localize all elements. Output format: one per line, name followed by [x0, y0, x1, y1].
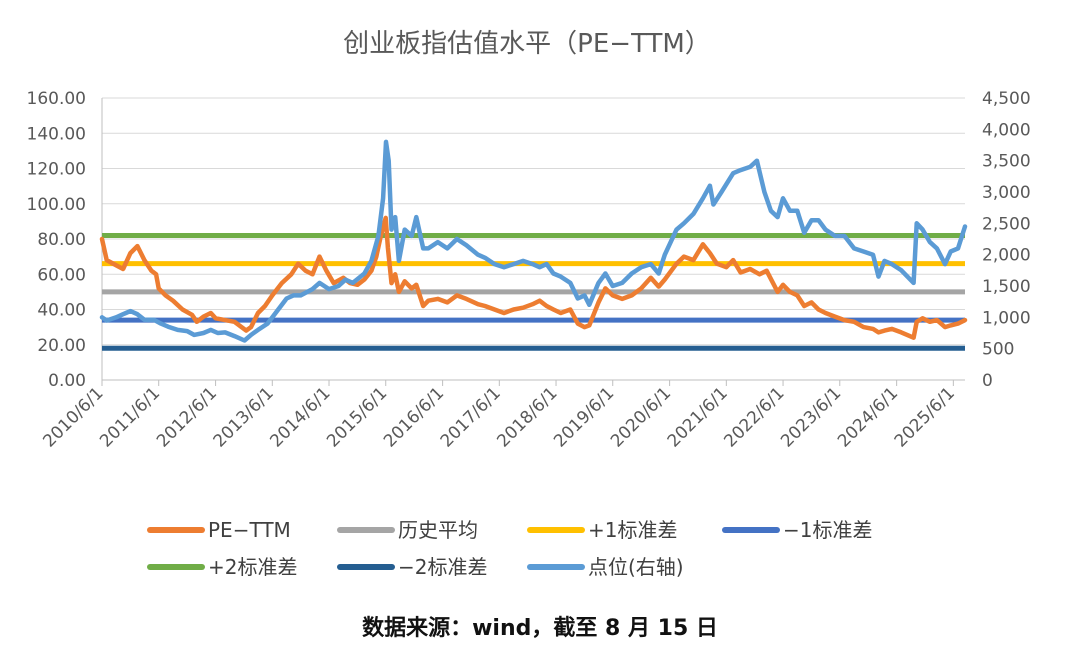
y-left-tick-label: 100.00 [27, 195, 86, 215]
legend-label: PE−TTM [208, 518, 291, 542]
legend-label: −1标准差 [783, 518, 872, 542]
x-tick-label: 2018/6/1 [493, 383, 561, 451]
x-tick-label: 2013/6/1 [210, 383, 278, 451]
legend-label: 点位(右轴) [588, 555, 684, 579]
legend-label: −2标准差 [398, 555, 487, 579]
legend-label: +1标准差 [588, 518, 677, 542]
y-left-tick-label: 60.00 [37, 265, 86, 285]
x-tick-label: 2014/6/1 [266, 383, 334, 451]
x-tick-label: 2020/6/1 [607, 383, 675, 451]
series-line-PE−TTM [99, 215, 968, 340]
source-note: 数据来源：wind，截至 8 月 15 日 [362, 616, 718, 641]
y-left-tick-label: 120.00 [27, 160, 86, 180]
x-tick-label: 2021/6/1 [664, 383, 732, 451]
gridlines [102, 97, 965, 381]
y-left-tick-label: 40.00 [37, 301, 86, 321]
y-right-tick-label: 4,000 [982, 120, 1031, 140]
legend-label: 历史平均 [398, 518, 478, 542]
y-right-tick-label: 1,000 [982, 308, 1031, 328]
x-tick-label: 2012/6/1 [153, 383, 221, 451]
y-right-tick-label: 0 [982, 371, 993, 391]
y-left-tick-label: 160.00 [27, 89, 86, 109]
chart-title: 创业板指估值水平（PE−TTM） [343, 29, 711, 59]
y-right-tick-label: 4,500 [982, 89, 1031, 109]
right-axis-ticks: 0 500 1,000 1,500 2,000 2,500 3,000 3,500 4,000 4… [982, 89, 1031, 391]
y-right-tick-label: 3,000 [982, 183, 1031, 203]
y-right-tick-label: 500 [982, 340, 1014, 360]
x-tick-label: 2010/6/1 [39, 383, 107, 451]
x-axis-ticks: 2010/6/12011/6/12012/6/12013/6/12014/6/1… [39, 98, 965, 452]
x-tick-label: 2024/6/1 [834, 383, 902, 451]
x-tick-label: 2023/6/1 [777, 383, 845, 451]
y-right-tick-label: 2,500 [982, 214, 1031, 234]
y-left-tick-label: 20.00 [37, 336, 86, 356]
y-left-tick-label: 140.00 [27, 124, 86, 144]
series-line-点位(右轴) [99, 139, 968, 343]
y-left-tick-label: 0.00 [48, 371, 86, 391]
x-tick-label: 2022/6/1 [720, 383, 788, 451]
legend-label: +2标准差 [208, 555, 297, 579]
x-tick-label: 2011/6/1 [96, 383, 164, 451]
legend: PE−TTM 历史平均 +1标准差 −1标准差 +2标准差 −2标准差 点位(右轴) [147, 518, 872, 579]
x-tick-label: 2016/6/1 [380, 383, 448, 451]
x-tick-label: 2015/6/1 [323, 383, 391, 451]
series-layer [99, 139, 968, 351]
x-tick-label: 2017/6/1 [437, 383, 505, 451]
y-right-tick-label: 2,000 [982, 246, 1031, 266]
y-right-tick-label: 1,500 [982, 277, 1031, 297]
left-axis-ticks: 0.00 20.00 40.00 60.00 80.00 100.00 120.00 140.… [27, 89, 86, 391]
x-tick-label: 2025/6/1 [891, 383, 959, 451]
x-tick-label: 2019/6/1 [550, 383, 618, 451]
y-left-tick-label: 80.00 [37, 230, 86, 250]
y-right-tick-label: 3,500 [982, 152, 1031, 172]
